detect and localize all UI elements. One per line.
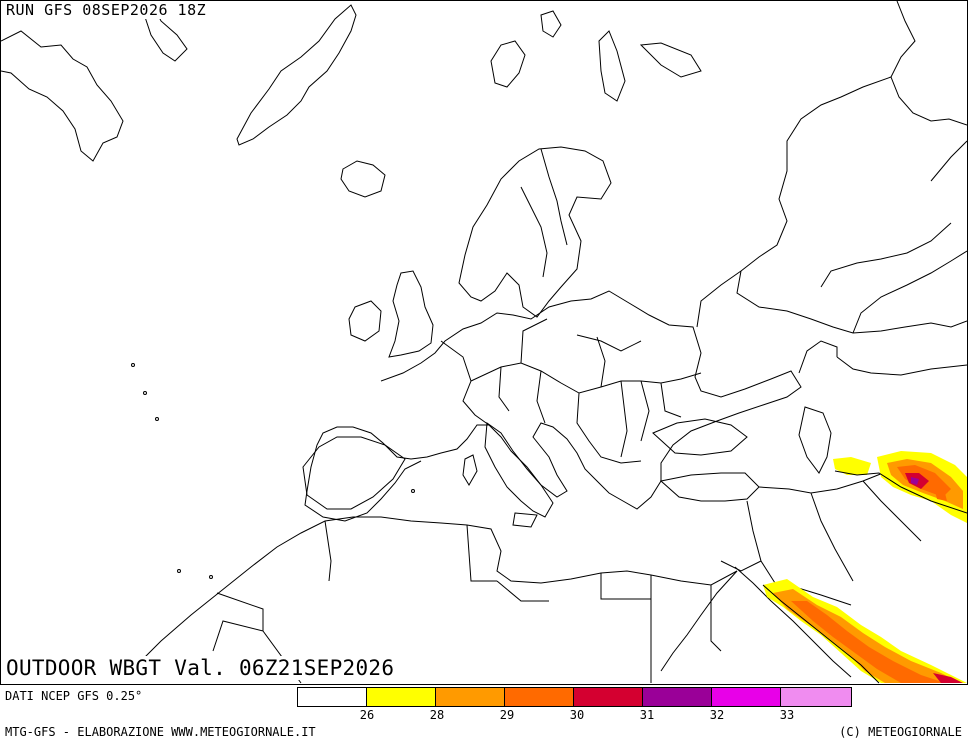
legend-tick-label: 32 [709,708,725,722]
europe-coastline [304,290,802,522]
legend-tick-label: 31 [639,708,655,722]
legend-tick-label: 26 [359,708,375,722]
legend-swatch [712,688,781,706]
svalbard-coastline [490,40,526,88]
legend-tick-label: 33 [779,708,795,722]
elaboration-credit: MTG-GFS - ELABORAZIONE WWW.METEOGIORNALE… [5,725,316,739]
legend-swatch [781,688,851,706]
country-borders [440,318,702,464]
asia-borders [696,1,967,376]
map-panel: RUN GFS 08SEP2026 18Z OUTDOOR WBGT Val. … [0,0,968,685]
italy-coastline [484,422,554,518]
copyright-label: (C) METEOGIORNALE [839,725,962,739]
caspian-coastline [798,406,832,474]
product-title: OUTDOOR WBGT Val. 06Z21SEP2026 [5,656,399,680]
legend-tick-label: 28 [429,708,445,722]
legend-tick-label: 29 [499,708,515,722]
middle-east-borders [720,472,922,606]
run-title: RUN GFS 08SEP2026 18Z [6,1,210,19]
black-sea-coastline [652,418,748,456]
basemap [1,1,967,684]
legend-swatch [436,688,505,706]
greenland-coastline [236,4,357,146]
wbgt-field-gulf [833,451,967,523]
north-africa-coastline [130,516,738,672]
iceland-coastline [340,160,386,198]
ireland-coastline [348,300,382,342]
legend-swatch [574,688,643,706]
legend-swatch [298,688,367,706]
color-legend [297,687,852,707]
legend-tick-label: 30 [569,708,585,722]
scandinavia-coastline [458,146,612,318]
legend-swatch [367,688,436,706]
baffin-coastline [1,30,124,162]
legend-swatch [643,688,712,706]
wbgt-field-red-sea [763,579,967,683]
data-source-label: DATI NCEP GFS 0.25° [5,689,143,703]
britain-coastline [388,270,434,358]
arabia-coastline [660,566,852,678]
legend-swatch [505,688,574,706]
